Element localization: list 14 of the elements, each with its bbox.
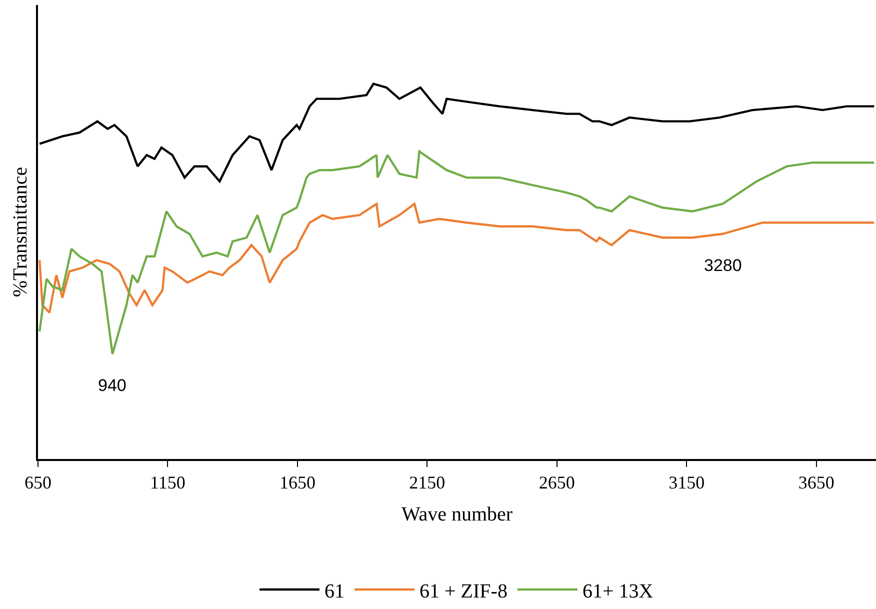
x-tick-label: 1150 — [150, 472, 186, 492]
x-tick-label: 1650 — [279, 472, 316, 492]
legend-label: 61 + ZIF-8 — [420, 580, 508, 602]
x-tick-label: 3150 — [668, 472, 705, 492]
x-tick-label: 2150 — [409, 472, 446, 492]
x-tick-label: 3650 — [798, 472, 834, 492]
annotation: 3280 — [704, 256, 742, 275]
legend-label: 61 — [324, 580, 344, 602]
x-tick-label: 650 — [24, 472, 52, 492]
legend-label: 61+ 13X — [582, 580, 654, 602]
x-axis-title: Wave number — [401, 503, 513, 526]
y-axis-title: %Transmittance — [9, 166, 32, 298]
x-tick-label: 2650 — [538, 472, 575, 492]
annotation: 940 — [98, 376, 126, 395]
